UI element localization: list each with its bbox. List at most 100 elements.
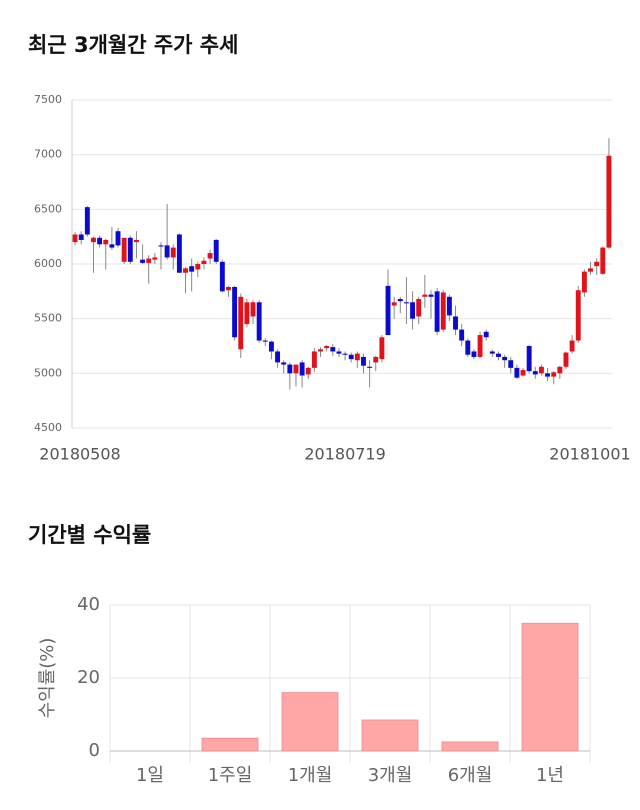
candle-body — [496, 353, 501, 357]
candle-body — [545, 373, 551, 377]
bar — [361, 719, 419, 752]
candle-body — [91, 237, 96, 243]
candle-body — [532, 371, 538, 375]
candle-body — [391, 302, 397, 306]
candle-body — [538, 366, 544, 374]
candle-body — [465, 340, 471, 355]
x-tick-label: 1개월 — [288, 765, 333, 786]
candle-body — [244, 302, 250, 325]
bar — [281, 692, 339, 752]
candle-body — [594, 261, 600, 267]
candle-body — [115, 231, 121, 246]
y-tick-label: 20 — [77, 667, 100, 688]
candle-body — [508, 360, 514, 368]
candle-body — [410, 302, 416, 319]
y-tick-label: 7500 — [34, 93, 62, 106]
candle-body — [281, 362, 287, 365]
candle-body — [207, 253, 213, 259]
candle-body — [397, 298, 403, 302]
candle-body — [140, 259, 146, 263]
bar — [521, 622, 579, 752]
candle-body — [97, 237, 103, 245]
candle-body — [146, 258, 152, 263]
x-tick-label: 1년 — [536, 765, 564, 786]
x-tick-label: 20180508 — [39, 445, 120, 464]
candle-body — [183, 268, 188, 273]
candle-body — [453, 316, 458, 330]
candle-body — [195, 264, 201, 270]
y-tick-label: 6500 — [34, 202, 62, 215]
candle-body — [471, 351, 477, 357]
candle-body — [342, 353, 348, 355]
candle-body — [275, 351, 281, 363]
x-tick-label: 20180719 — [304, 445, 385, 464]
candle-body — [514, 367, 520, 378]
candle-body — [606, 155, 612, 248]
y-tick-label: 5500 — [34, 312, 62, 325]
chart-title: 최근 3개월간 주가 추세 — [28, 33, 238, 57]
candle-body — [563, 352, 569, 367]
candle-body — [354, 353, 360, 361]
candle-body — [416, 298, 422, 317]
candle-body — [367, 366, 373, 368]
candle-body — [189, 266, 195, 272]
candle-body — [348, 354, 354, 360]
candle-body — [379, 337, 385, 360]
candle-body — [109, 244, 115, 248]
candle-body — [127, 237, 133, 262]
candle-body — [170, 247, 176, 258]
y-tick-label: 6000 — [34, 257, 62, 270]
candle-body — [176, 234, 182, 273]
bar — [201, 737, 259, 752]
x-tick-label: 6개월 — [448, 765, 493, 786]
candle-body — [361, 356, 366, 366]
y-tick-label: 0 — [89, 740, 100, 761]
candle-body — [483, 331, 489, 338]
candle-body — [330, 347, 336, 352]
candle-body — [226, 286, 231, 291]
candle-body — [422, 294, 428, 297]
candle-body — [287, 364, 293, 374]
candle-body — [428, 294, 434, 297]
candle-body — [502, 356, 508, 361]
candle-body — [121, 237, 127, 262]
candle-body — [201, 260, 207, 264]
y-tick-label: 4500 — [34, 421, 62, 434]
candle-body — [299, 362, 305, 376]
x-tick-label: 1주일 — [208, 765, 253, 786]
candle-body — [551, 372, 557, 377]
candle-body — [600, 247, 606, 274]
candle-body — [324, 346, 330, 349]
candle-body — [403, 302, 409, 304]
candle-body — [477, 335, 483, 357]
y-tick-label: 5000 — [34, 366, 62, 379]
candle-body — [158, 245, 164, 247]
candle-body — [434, 291, 440, 332]
candle-body — [557, 366, 563, 374]
candle-body — [575, 290, 581, 341]
candle-body — [459, 329, 465, 341]
candle-body — [84, 207, 90, 235]
y-axis-label: 수익률(%) — [37, 638, 58, 719]
y-tick-label: 40 — [77, 594, 100, 615]
candle-body — [256, 302, 262, 341]
candle-body — [72, 234, 78, 243]
candle-body — [305, 367, 311, 375]
y-tick-label: 7000 — [34, 148, 62, 161]
candle-body — [250, 302, 256, 317]
candle-body — [446, 296, 452, 316]
candle-body — [440, 292, 446, 330]
candle-body — [268, 341, 274, 352]
x-tick-label: 20181001 — [549, 445, 630, 464]
candle-body — [373, 356, 379, 363]
candle-body — [262, 340, 268, 342]
chart-title: 기간별 수익률 — [28, 523, 151, 547]
candle-body — [318, 349, 323, 352]
x-tick-label: 1일 — [136, 765, 164, 786]
candle-body — [103, 239, 109, 245]
candle-body — [238, 296, 244, 350]
candle-body — [520, 370, 526, 376]
candle-body — [219, 261, 225, 292]
candle-body — [581, 271, 587, 293]
candle-body — [152, 257, 158, 260]
